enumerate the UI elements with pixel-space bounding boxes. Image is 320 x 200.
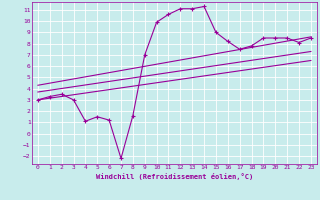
X-axis label: Windchill (Refroidissement éolien,°C): Windchill (Refroidissement éolien,°C): [96, 173, 253, 180]
